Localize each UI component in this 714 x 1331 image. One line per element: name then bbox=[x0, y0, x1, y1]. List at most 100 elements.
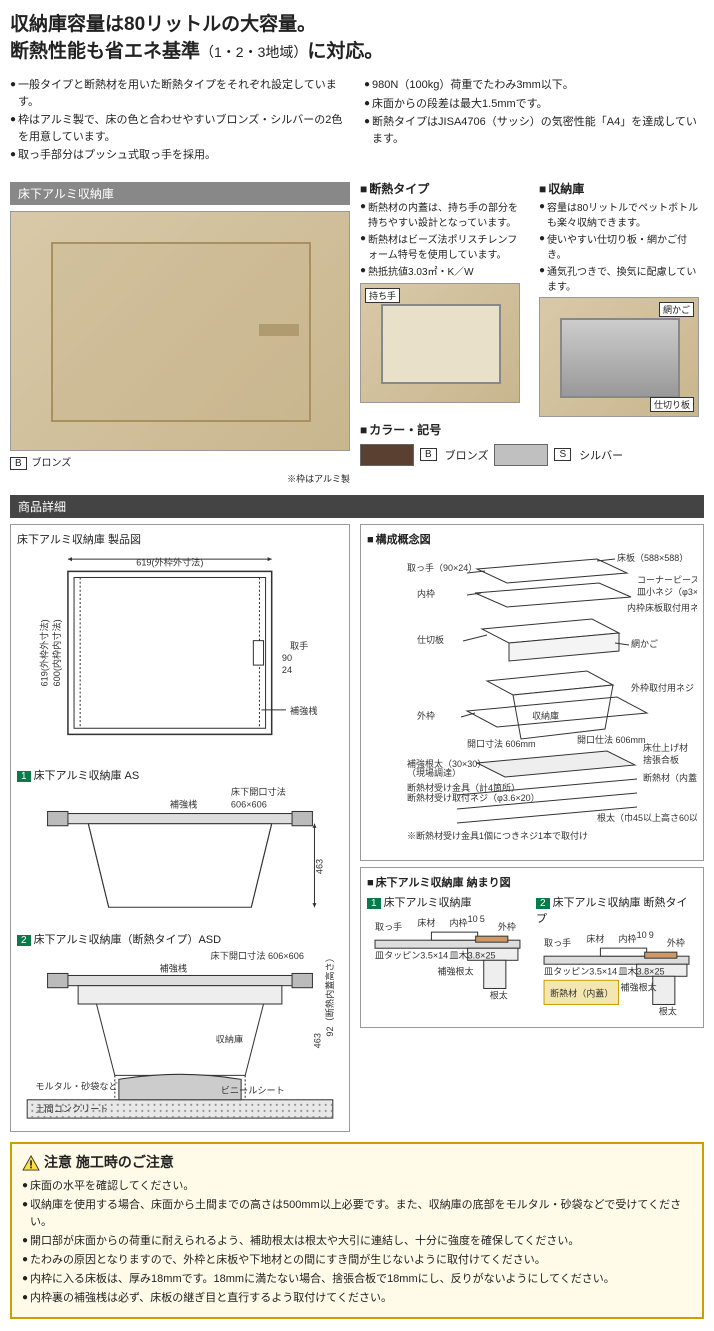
svg-text:（現場調達）: （現場調達） bbox=[407, 767, 461, 778]
warning-icon bbox=[22, 1155, 40, 1171]
svg-text:外枠: 外枠 bbox=[667, 937, 685, 948]
main-photo-block: 床下アルミ収納庫 B ブロンズ ※枠はアルミ製 bbox=[10, 176, 350, 485]
svg-text:皿タッピン3.5×14: 皿タッピン3.5×14 bbox=[544, 966, 617, 976]
bullet: 床面からの段差は最大1.5mmです。 bbox=[364, 96, 704, 113]
svg-text:床材: 床材 bbox=[417, 917, 435, 928]
fig1-title: 1床下アルミ収納庫 AS bbox=[17, 767, 343, 783]
insul-photo: 持ち手 bbox=[360, 283, 520, 403]
photo-section-bar: 床下アルミ収納庫 bbox=[10, 182, 350, 205]
svg-text:内枠: 内枠 bbox=[619, 933, 637, 944]
svg-text:収納庫: 収納庫 bbox=[532, 710, 559, 721]
svg-text:10: 10 bbox=[468, 914, 478, 924]
bullet: 枠はアルミ製で、床の色と合わせやすいブロンズ・シルバーの2色を用意しています。 bbox=[10, 112, 350, 145]
drawing-title: 床下アルミ収納庫 製品図 bbox=[17, 531, 343, 547]
caution-bullet: 開口部が床面からの荷重に耐えられるよう、補助根太は根太や大引に連結し、十分に強度… bbox=[22, 1233, 692, 1250]
svg-text:仕切板: 仕切板 bbox=[417, 634, 444, 645]
svg-text:補強桟: 補強桟 bbox=[160, 962, 187, 973]
caution-title: 注意 施工時のご注意 bbox=[22, 1152, 692, 1174]
svg-text:取っ手: 取っ手 bbox=[544, 937, 571, 948]
section-diagram-1: 床下開口寸法 606×606 補強桟 463 bbox=[17, 785, 343, 917]
bronze-label: ブロンズ bbox=[445, 447, 489, 463]
right-bullets: 980N（100kg）荷重でたわみ3mm以下。 床面からの段差は最大1.5mmで… bbox=[364, 77, 704, 166]
structure-title: 構成概念図 bbox=[367, 531, 697, 547]
storage-photo: 網かご 仕切り板 bbox=[539, 297, 699, 417]
silver-code: S bbox=[554, 448, 571, 461]
photo-note: ※枠はアルミ製 bbox=[10, 472, 350, 485]
svg-text:内枠床板取付用ネジ（ナベφ3.5×14mm）: 内枠床板取付用ネジ（ナベφ3.5×14mm） bbox=[627, 602, 697, 613]
svg-text:取っ手（90×24）: 取っ手（90×24） bbox=[407, 562, 477, 573]
install-panel: 床下アルミ収納庫 納まり図 1床下アルミ収納庫 bbox=[360, 867, 704, 1029]
svg-text:収納庫: 収納庫 bbox=[216, 1034, 243, 1045]
svg-text:床仕上げ材: 床仕上げ材 bbox=[643, 742, 688, 753]
svg-text:取っ手: 取っ手 bbox=[375, 921, 402, 932]
svg-text:床下開口寸法 606×606: 床下開口寸法 606×606 bbox=[211, 950, 304, 961]
swatch-silver bbox=[494, 444, 548, 466]
caution-bullet: 床面の水平を確認してください。 bbox=[22, 1178, 692, 1195]
svg-text:開口仕法 606mm: 開口仕法 606mm bbox=[577, 734, 646, 745]
product-photo bbox=[10, 211, 350, 451]
silver-label: シルバー bbox=[579, 447, 623, 463]
svg-text:90: 90 bbox=[282, 653, 292, 663]
caution-bullet: 内枠に入る床板は、厚み18mmです。18mmに満たない場合、捨張合板で18mmに… bbox=[22, 1271, 692, 1288]
install-section-2: 取っ手 床材 内枠 外枠 皿タッピン3.5×14 皿木3.8×25 補強根太 根… bbox=[536, 928, 697, 1019]
svg-text:※断熱材受け金具1個につきネジ1本で取付け: ※断熱材受け金具1個につきネジ1本で取付け bbox=[407, 830, 588, 841]
left-bullets: 一般タイプと断熱材を用いた断熱タイプをそれぞれ設定しています。 枠はアルミ製で、… bbox=[10, 77, 350, 166]
svg-text:92（断熱内蓋高さ）: 92（断熱内蓋高さ） bbox=[324, 953, 335, 1036]
plan-diagram: 619(外枠外寸法) 619(外枠外寸法) 600(内枠内寸法) 取手 90 2… bbox=[17, 551, 343, 755]
svg-text:外枠: 外枠 bbox=[417, 710, 435, 721]
fig2-title: 2床下アルミ収納庫（断熱タイプ）ASD bbox=[17, 931, 343, 947]
storage-title: 収納庫 bbox=[539, 180, 704, 197]
caution-bullet: 内枠裏の補強桟は必ず、床板の継ぎ目と直行するよう取付けてください。 bbox=[22, 1290, 692, 1307]
svg-text:606×606: 606×606 bbox=[231, 800, 267, 810]
headline-line1: 収納庫容量は80リットルの大容量。 bbox=[10, 12, 704, 39]
storage-block: 収納庫 容量は80リットルでペットボトルも楽々収納できます。 使いやすい仕切り板… bbox=[539, 176, 704, 417]
img-label: 仕切り板 bbox=[650, 397, 694, 412]
svg-text:根太（巾45以上高さ60以上）: 根太（巾45以上高さ60以上） bbox=[597, 812, 697, 823]
svg-text:捨張合板: 捨張合板 bbox=[643, 754, 679, 765]
svg-text:24: 24 bbox=[282, 665, 292, 675]
headline: 収納庫容量は80リットルの大容量。 断熱性能も省エネ基準（1・2・3地域）に対応… bbox=[10, 12, 704, 65]
svg-text:開口寸法 606mm: 開口寸法 606mm bbox=[467, 738, 536, 749]
svg-text:補強根太: 補強根太 bbox=[621, 981, 657, 992]
product-drawing-panel: 床下アルミ収納庫 製品図 619(外枠外寸法) 619(外枠外寸法) 600(内… bbox=[10, 524, 350, 1132]
svg-text:断熱材（内蓋）: 断熱材（内蓋） bbox=[550, 987, 613, 998]
svg-text:619(外枠外寸法): 619(外枠外寸法) bbox=[39, 619, 50, 686]
svg-text:内枠: 内枠 bbox=[450, 917, 468, 928]
bronze-code: B bbox=[420, 448, 437, 461]
svg-text:補強桟: 補強桟 bbox=[290, 705, 317, 716]
svg-text:外枠: 外枠 bbox=[498, 921, 516, 932]
bullet: 980N（100kg）荷重でたわみ3mm以下。 bbox=[364, 77, 704, 94]
bullet: 取っ手部分はプッシュ式取っ手を採用。 bbox=[10, 147, 350, 164]
svg-text:内枠: 内枠 bbox=[417, 588, 435, 599]
caution-bullet: たわみの原因となりますので、外枠と床板や下地材との間にすき間が生じないように取付… bbox=[22, 1252, 692, 1269]
svg-text:619(外枠外寸法): 619(外枠外寸法) bbox=[136, 556, 203, 567]
detail-bar: 商品詳細 bbox=[10, 495, 704, 518]
exploded-diagram: 床板（588×588） 取っ手（90×24） コーナーピース 皿小ネジ（φ3×5… bbox=[367, 551, 697, 851]
svg-text:根太: 根太 bbox=[490, 989, 508, 1000]
svg-text:取手: 取手 bbox=[290, 639, 308, 650]
svg-text:463: 463 bbox=[313, 1033, 323, 1048]
color-row: B ブロンズ S シルバー bbox=[360, 444, 704, 466]
svg-text:断熱材（内蓋）: 断熱材（内蓋） bbox=[643, 772, 697, 783]
svg-text:600(内枠内寸法): 600(内枠内寸法) bbox=[51, 619, 62, 686]
img-label: 網かご bbox=[659, 302, 694, 317]
svg-text:皿木3.8×25: 皿木3.8×25 bbox=[619, 965, 665, 976]
section-diagram-2: 床下開口寸法 606×606 補強桟 収納庫 92（断熱内蓋高さ） 463 bbox=[17, 949, 343, 1122]
svg-text:床下開口寸法: 床下開口寸法 bbox=[231, 787, 286, 798]
bullet: 一般タイプと断熱材を用いた断熱タイプをそれぞれ設定しています。 bbox=[10, 77, 350, 110]
svg-text:土間コンクリート: 土間コンクリート bbox=[35, 1103, 108, 1114]
svg-text:9: 9 bbox=[649, 930, 654, 940]
structure-panel: 構成概念図 床 bbox=[360, 524, 704, 861]
svg-text:皿タッピン3.5×14: 皿タッピン3.5×14 bbox=[375, 950, 448, 960]
svg-text:外枠取付用ネジ（φ3.8×25mm）: 外枠取付用ネジ（φ3.8×25mm） bbox=[631, 682, 697, 693]
svg-text:補強根太: 補強根太 bbox=[437, 965, 473, 976]
headline-line2: 断熱性能も省エネ基準（1・2・3地域）に対応。 bbox=[10, 39, 704, 66]
color-badge: B bbox=[10, 457, 27, 470]
install-fig1-title: 1床下アルミ収納庫 bbox=[367, 894, 528, 910]
insulation-block: 断熱タイプ 断熱材の内蓋は、持ち手の部分を持ちやすい設計となっています。 断熱材… bbox=[360, 176, 525, 417]
svg-text:床材: 床材 bbox=[586, 933, 604, 944]
svg-text:ビニールシート: ビニールシート bbox=[221, 1086, 285, 1096]
svg-text:床板（588×588）: 床板（588×588） bbox=[617, 552, 688, 563]
svg-text:皿木3.8×25: 皿木3.8×25 bbox=[450, 949, 496, 960]
svg-text:断熱材受け取付ネジ（φ3.6×20）: 断熱材受け取付ネジ（φ3.6×20） bbox=[407, 792, 540, 803]
